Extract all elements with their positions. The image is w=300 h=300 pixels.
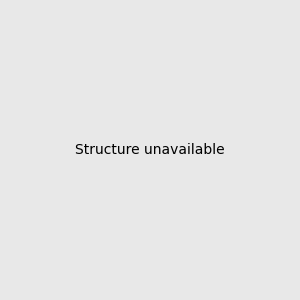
Text: Structure unavailable: Structure unavailable xyxy=(75,143,225,157)
